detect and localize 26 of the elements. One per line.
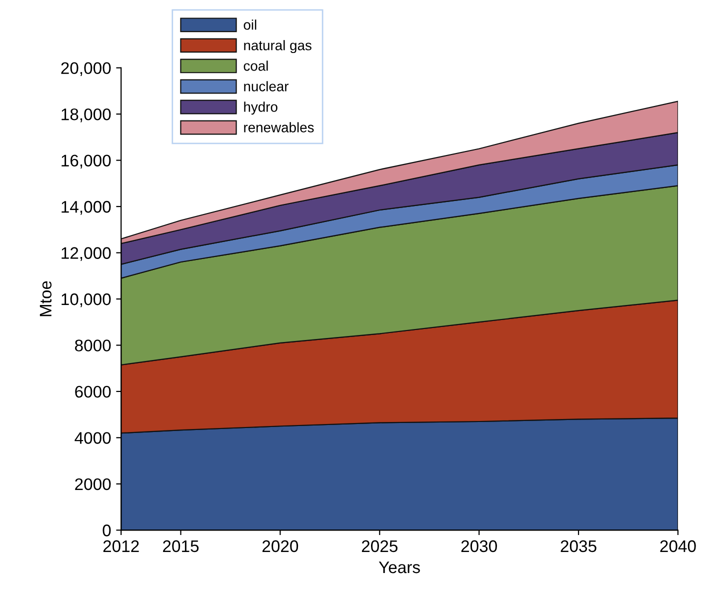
y-tick-label: 8000	[75, 340, 111, 352]
legend-label: nuclear	[244, 81, 289, 92]
x-tick-label: 2025	[362, 540, 398, 552]
legend-label: coal	[244, 60, 268, 71]
legend-label: renewables	[244, 122, 314, 132]
legend-label: oil	[244, 20, 256, 30]
x-tick-label: 2040	[660, 540, 696, 552]
y-tick-label: 6000	[75, 386, 111, 398]
x-tick-label: 2015	[163, 540, 199, 552]
x-tick-label: 2012	[103, 540, 139, 552]
y-tick-label: 20,000	[61, 62, 111, 76]
x-axis-title: Years	[378, 562, 420, 574]
y-tick-label: 18,000	[62, 108, 111, 122]
y-tick-label: 4000	[74, 432, 111, 444]
y-tick-label: 16,000	[62, 154, 111, 168]
legend-label: natural gas	[244, 40, 312, 54]
y-tick-label: 0	[102, 524, 111, 536]
x-tick-label: 2030	[461, 540, 497, 552]
y-tick-label: 2000	[75, 478, 111, 490]
x-tick-label: 2020	[262, 540, 298, 552]
x-tick-label: 2035	[560, 540, 596, 552]
y-tick-label: 12,000	[62, 247, 111, 261]
y-axis-title: Mtoe	[40, 281, 52, 316]
legend-label: hydro	[244, 102, 278, 115]
y-tick-label: 14,000	[62, 200, 111, 215]
y-tick-label: 10,000	[62, 293, 111, 308]
